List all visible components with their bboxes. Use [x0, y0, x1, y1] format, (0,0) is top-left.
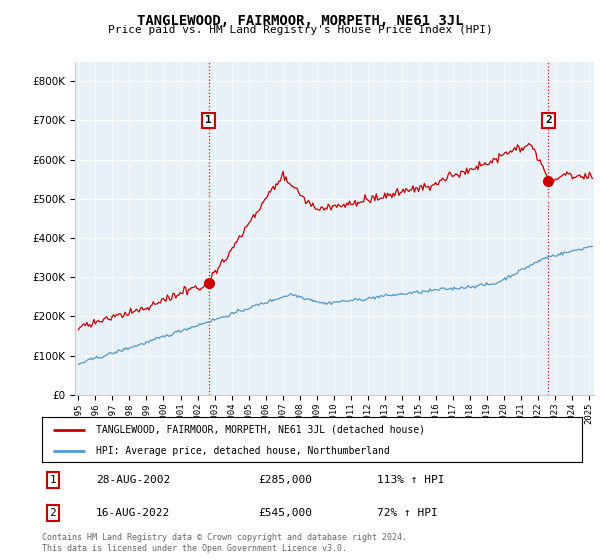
Text: TANGLEWOOD, FAIRMOOR, MORPETH, NE61 3JL: TANGLEWOOD, FAIRMOOR, MORPETH, NE61 3JL	[137, 14, 463, 28]
Text: 16-AUG-2022: 16-AUG-2022	[96, 508, 170, 518]
Text: TANGLEWOOD, FAIRMOOR, MORPETH, NE61 3JL (detached house): TANGLEWOOD, FAIRMOOR, MORPETH, NE61 3JL …	[96, 424, 425, 435]
Text: 2: 2	[49, 508, 56, 518]
Text: £545,000: £545,000	[258, 508, 312, 518]
Text: Contains HM Land Registry data © Crown copyright and database right 2024.
This d: Contains HM Land Registry data © Crown c…	[42, 533, 407, 553]
Text: £285,000: £285,000	[258, 475, 312, 485]
Text: 1: 1	[49, 475, 56, 485]
Text: 2: 2	[545, 115, 552, 125]
Text: 72% ↑ HPI: 72% ↑ HPI	[377, 508, 437, 518]
Text: 28-AUG-2002: 28-AUG-2002	[96, 475, 170, 485]
Text: HPI: Average price, detached house, Northumberland: HPI: Average price, detached house, Nort…	[96, 446, 390, 456]
Text: Price paid vs. HM Land Registry's House Price Index (HPI): Price paid vs. HM Land Registry's House …	[107, 25, 493, 35]
Text: 1: 1	[205, 115, 212, 125]
Text: 113% ↑ HPI: 113% ↑ HPI	[377, 475, 444, 485]
